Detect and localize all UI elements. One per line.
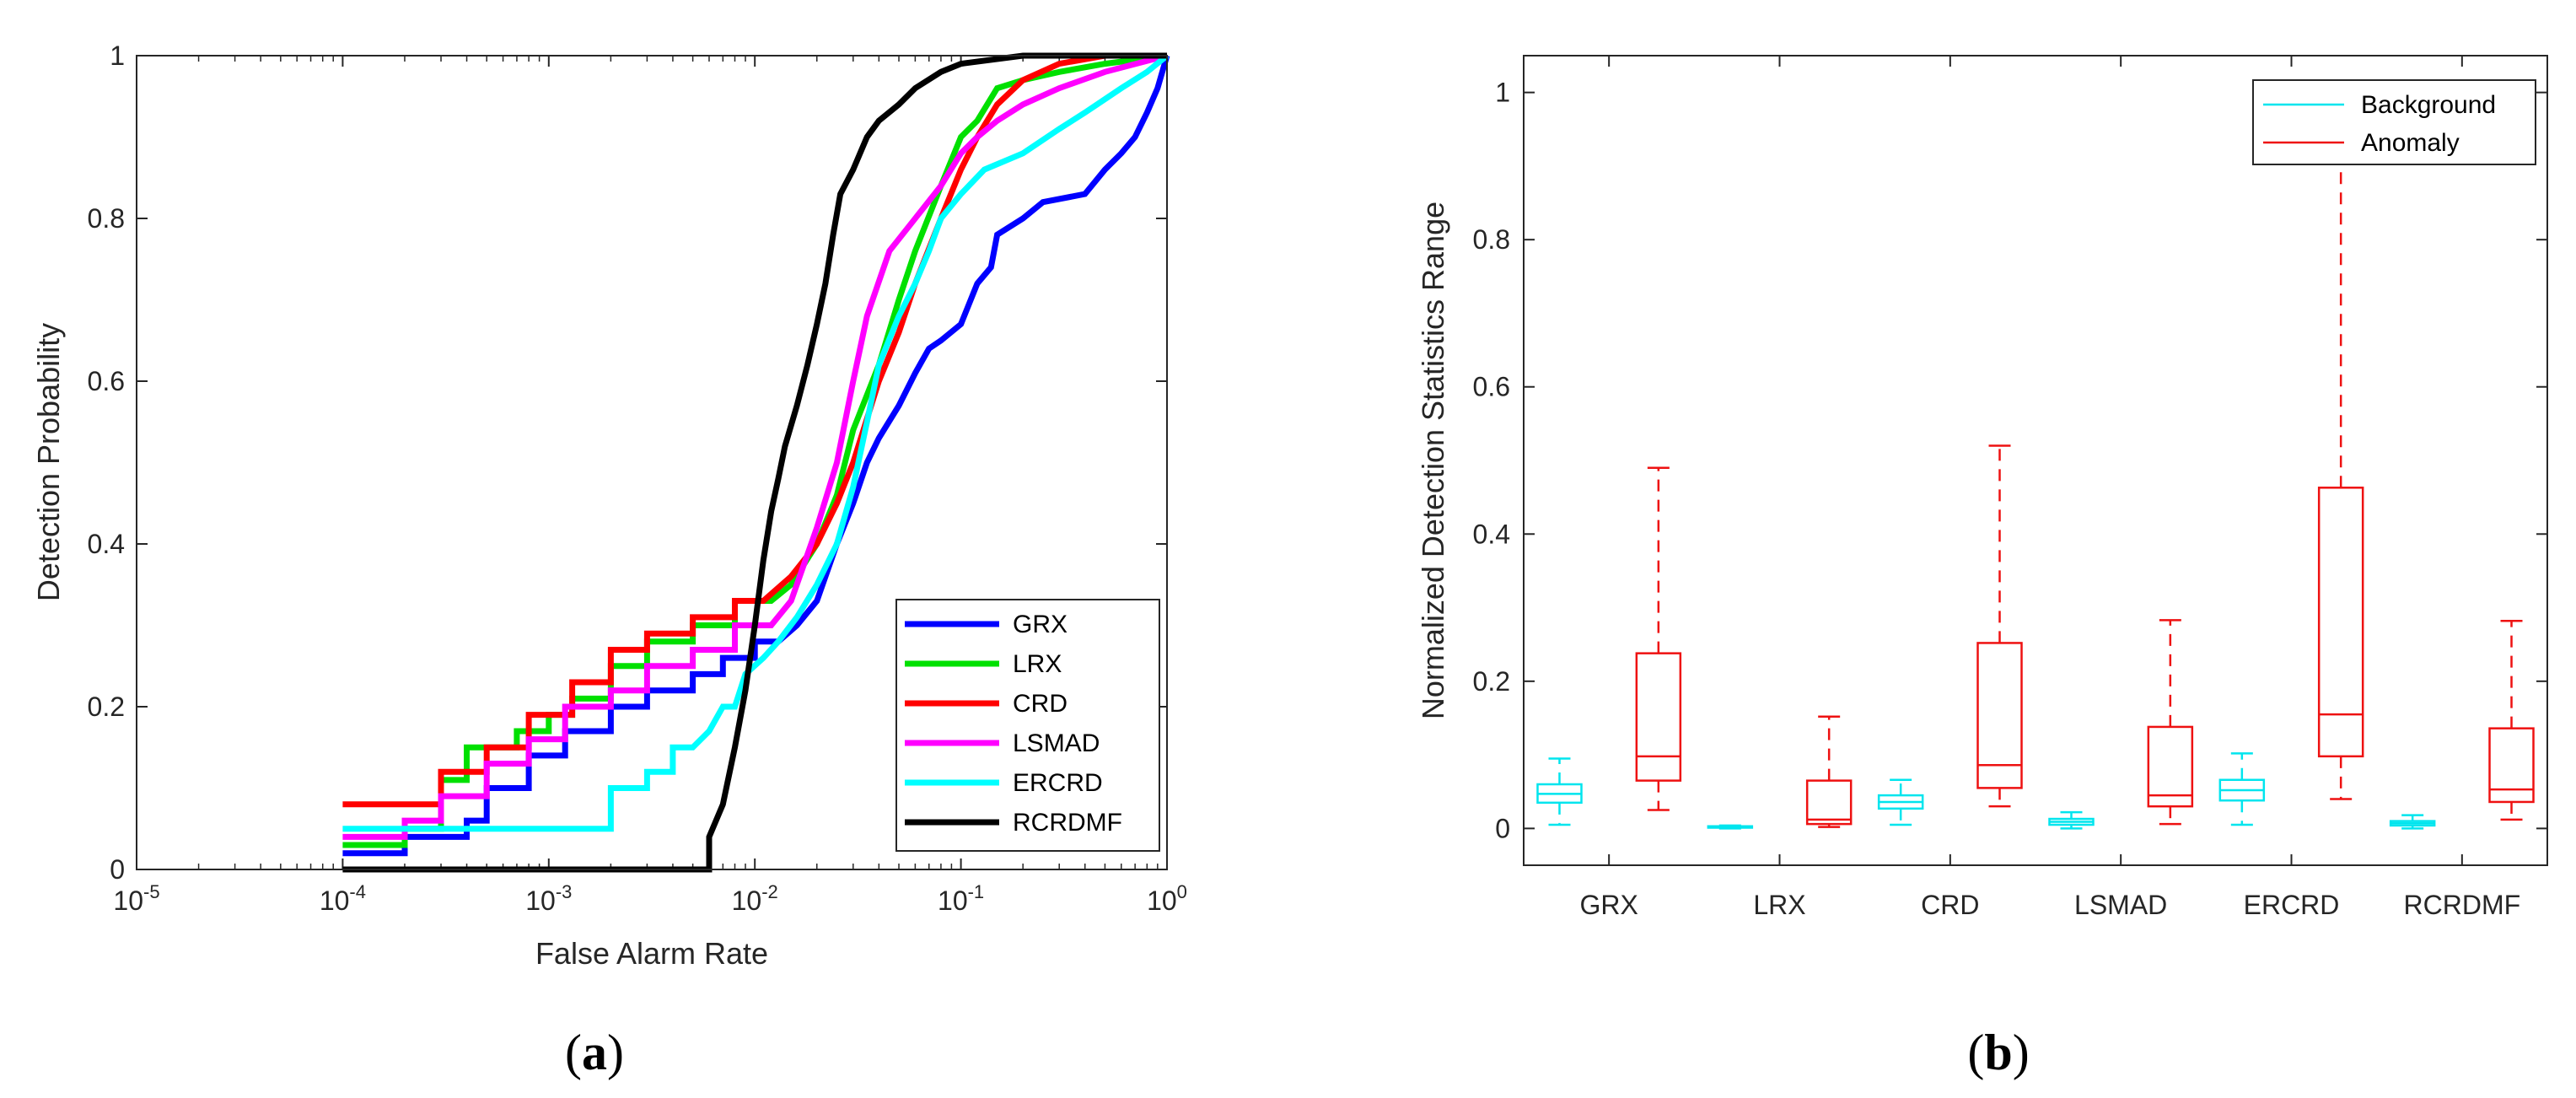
roc-legend-label-lsmad: LSMAD [1013, 729, 1100, 757]
roc-legend-label-crd: CRD [1013, 690, 1068, 718]
roc-x-tick-label: 100 [1147, 881, 1187, 916]
roc-x-tick-label: 10-2 [732, 881, 778, 916]
roc-axes-box [136, 55, 1168, 870]
box-x-tick-label: CRD [1921, 890, 1979, 920]
roc-x-tick-label: 10-5 [113, 881, 159, 916]
roc-y-tick-label: 0.6 [88, 366, 125, 396]
roc-y-tick-label: 0.2 [88, 692, 125, 722]
box-y-axis-label: Normalized Detection Statistics Range [1416, 202, 1450, 719]
roc-y-axis-label: Detection Probability [31, 323, 66, 601]
box-y-tick-label: 0.6 [1473, 372, 1510, 402]
box-x-tick-label: LRX [1753, 890, 1805, 920]
roc-curve-lsmad [342, 52, 1168, 840]
box-anomaly-ercrd [2317, 487, 2364, 758]
box-y-tick-label: 0.2 [1473, 666, 1510, 697]
box-x-tick-label: LSMAD [2074, 890, 2167, 920]
roc-y-tick-label: 0 [110, 854, 125, 885]
roc-legend-label-ercrd: ERCRD [1013, 769, 1103, 797]
box-anomaly-rcrdmf [2488, 727, 2535, 804]
roc-y-tick-label: 0.8 [88, 203, 125, 234]
box-plot-area [1524, 56, 2547, 865]
box-legend-label-anomaly: Anomaly [2361, 129, 2460, 157]
panel-a-label: (a) [565, 1025, 624, 1080]
box-legend-label-background: Background [2361, 91, 2496, 119]
roc-x-tick-label: 10-1 [938, 881, 984, 916]
box-axes-box [1523, 55, 2548, 866]
roc-curves [342, 52, 1170, 873]
box-x-tick-label: RCRDMF [2404, 890, 2521, 920]
roc-legend-label-grx: GRX [1013, 611, 1068, 638]
box-y-tick-label: 0.8 [1473, 224, 1510, 255]
box-anomaly-lrx [1805, 779, 1853, 826]
roc-curve-rcrdmf [342, 52, 1167, 873]
roc-curve-grx [342, 55, 1170, 857]
box-anomaly-grx [1635, 652, 1682, 782]
roc-legend-label-rcrdmf: RCRDMF [1013, 809, 1122, 837]
boxplots [1536, 91, 2535, 830]
box-anomaly-crd [1976, 642, 2023, 789]
roc-legend-box [895, 599, 1160, 852]
box-y-tick-label: 0 [1495, 813, 1510, 843]
roc-y-tick-label: 0.4 [88, 529, 125, 559]
box-y-tick-label: 0.4 [1473, 519, 1510, 549]
roc-chart: 10-5 10-4 10-3 10-2 10-1 100 0 0.2 0.4 0.6 0.8 1 F… [31, 40, 1187, 1080]
roc-x-axis-label: False Alarm Rate [535, 936, 768, 971]
boxplot-chart: GRX LRX CRD LSMAD ERCRD RCRDMF 0 0.2 0.4 0.6 0.8 1… [1416, 55, 2548, 1080]
box-anomaly-lsmad [2147, 725, 2194, 808]
box-y-tick-label: 1 [1495, 78, 1510, 108]
roc-x-tick-label: 10-3 [525, 881, 572, 916]
roc-legend-label-lrx: LRX [1013, 650, 1062, 678]
box-x-tick-label: GRX [1579, 890, 1638, 920]
box-legend: Background Anomaly [2252, 79, 2536, 165]
roc-curve-ercrd [342, 53, 1170, 832]
box-legend-box [2252, 79, 2536, 165]
roc-y-tick-label: 1 [110, 40, 125, 71]
roc-legend: GRX LRX CRD LSMAD ERCRD RCRDMF [895, 599, 1160, 852]
box-x-tick-label: ERCRD [2244, 890, 2340, 920]
panel-b-label: (b) [1967, 1025, 2029, 1080]
roc-x-tick-label: 10-4 [320, 881, 366, 916]
